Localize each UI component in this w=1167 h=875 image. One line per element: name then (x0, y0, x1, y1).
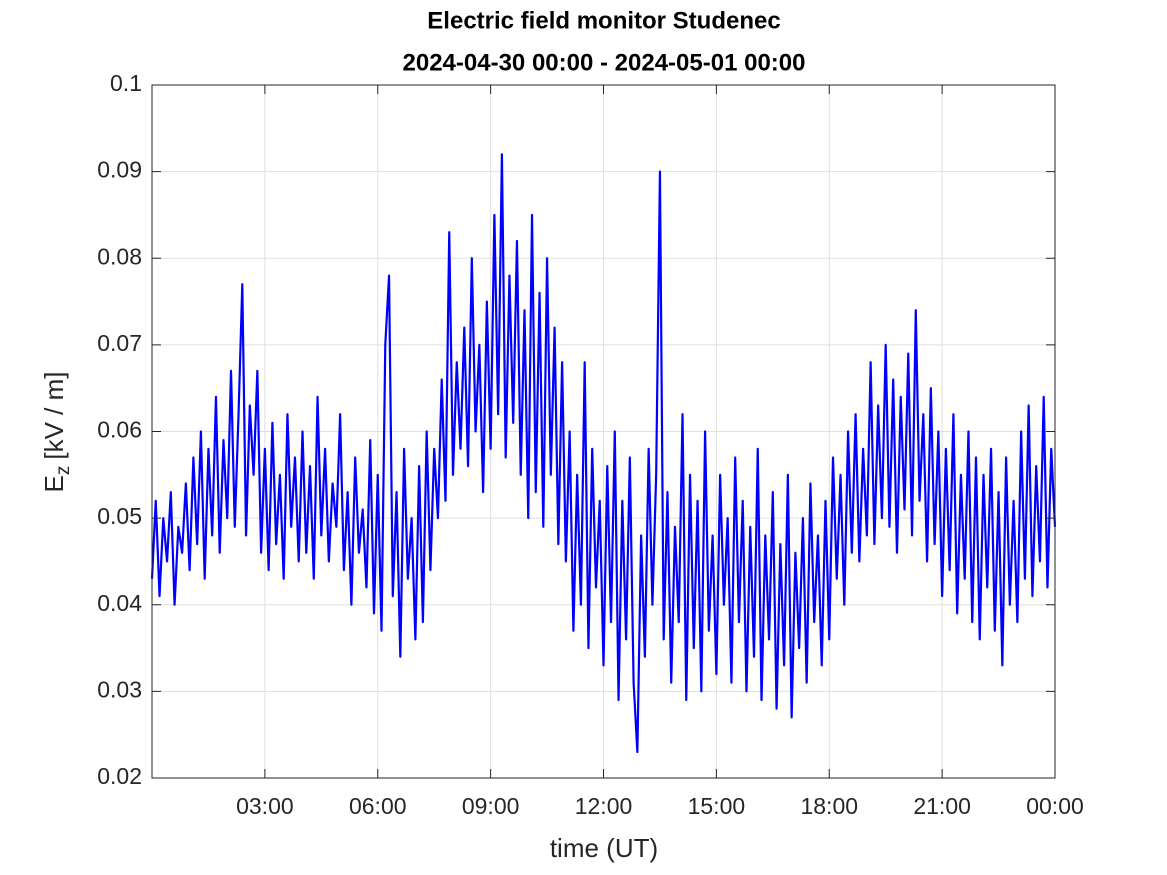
x-tick-label: 18:00 (800, 793, 858, 819)
data-line (150, 153, 1057, 754)
y-tick-label: 0.03 (97, 676, 142, 702)
x-tick-label: 09:00 (462, 793, 520, 819)
chart-subtitle: 2024-04-30 00:00 - 2024-05-01 00:00 (403, 49, 806, 76)
y-tick-label: 0.06 (97, 417, 142, 443)
x-tick-label: 21:00 (913, 793, 971, 819)
x-tick-label: 03:00 (236, 793, 294, 819)
plot-frame (151, 84, 1056, 779)
y-label-main: E (39, 475, 69, 492)
y-label-sub: z (53, 466, 74, 476)
y-tick-label: 0.1 (110, 70, 142, 96)
axes: 0.02 0.03 0.04 0.05 0.06 0.07 0.08 0.09 0.1 03:00… (97, 70, 1084, 819)
y-tick-label: 0.09 (97, 157, 142, 183)
plot (150, 153, 1057, 754)
y-tick-label: 0.02 (97, 763, 142, 789)
y-label-unit: [kV / m] (39, 372, 69, 460)
x-tick-label: 15:00 (688, 793, 746, 819)
x-tick-label: 00:00 (1026, 793, 1084, 819)
y-tick-label: 0.07 (97, 330, 142, 356)
y-axis-label: Ez [kV / m] (39, 372, 74, 493)
y-tick-label: 0.05 (97, 503, 142, 529)
y-tick-label: 0.08 (97, 243, 142, 269)
x-tick-label: 12:00 (575, 793, 633, 819)
chart-title: Electric field monitor Studenec (427, 7, 780, 34)
y-tick-label: 0.04 (97, 590, 142, 616)
x-axis-label: time (UT) (550, 833, 658, 863)
x-tick-label: 06:00 (349, 793, 407, 819)
